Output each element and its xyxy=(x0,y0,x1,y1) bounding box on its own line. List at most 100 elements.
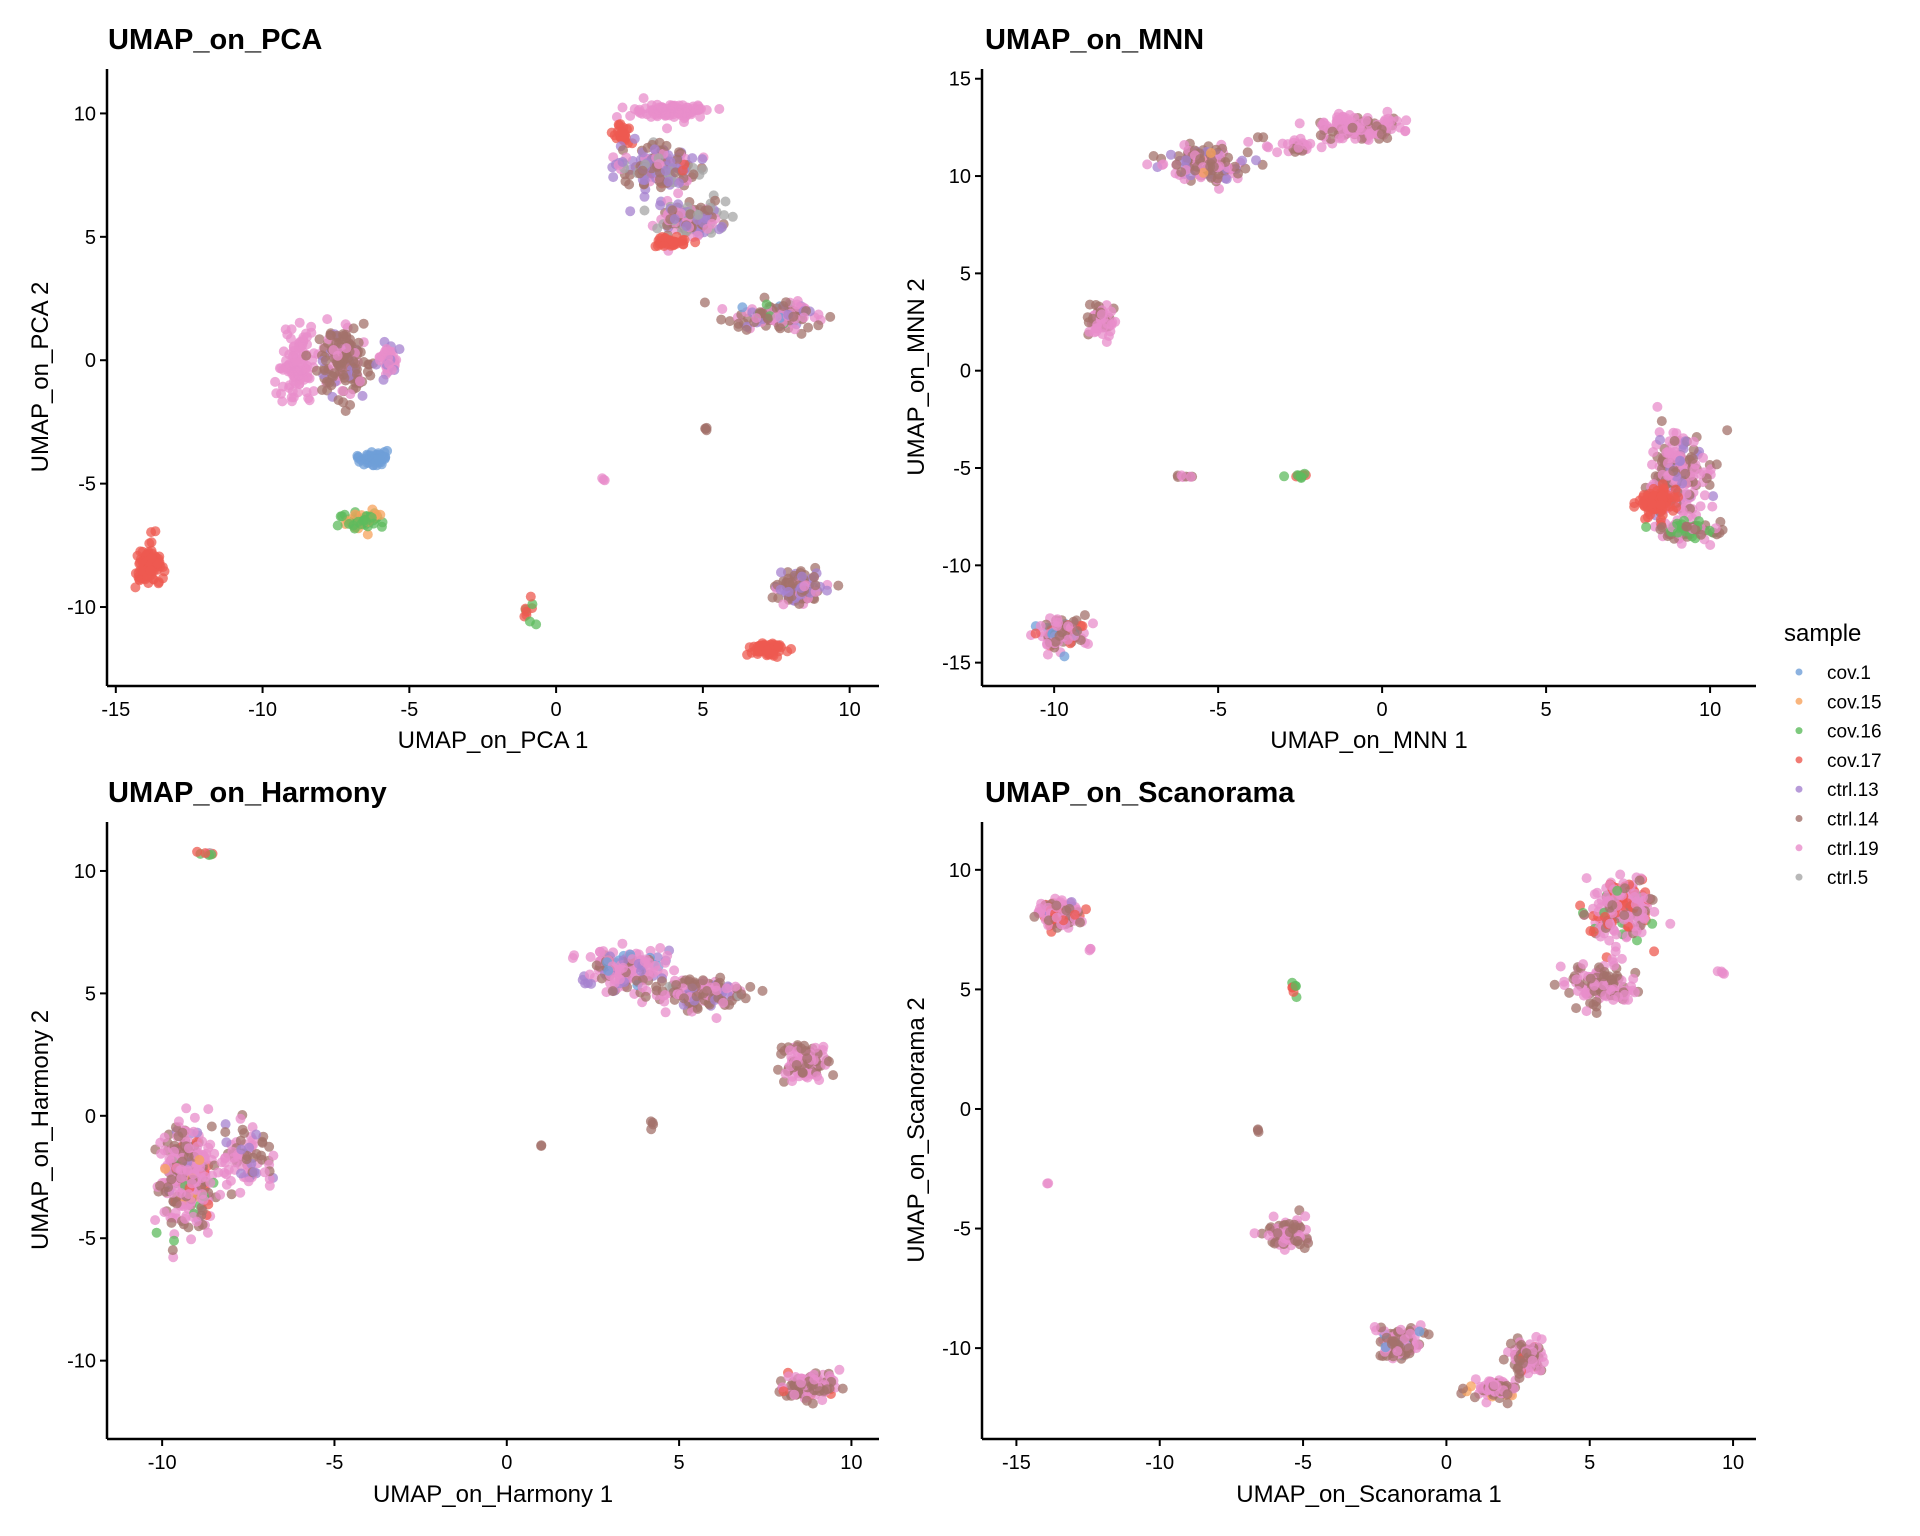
point-ctrl-19 xyxy=(220,1153,230,1164)
y-tick-label: -5 xyxy=(78,1228,96,1250)
point-cov-16 xyxy=(1672,527,1683,538)
point-cov-17 xyxy=(1081,904,1091,915)
point-ctrl-19 xyxy=(1605,918,1615,929)
point-cov-17 xyxy=(1588,926,1599,937)
point-ctrl-13 xyxy=(775,584,786,595)
point-ctrl-19 xyxy=(1413,1340,1424,1351)
point-ctrl-14 xyxy=(317,385,328,395)
point-ctrl-14 xyxy=(631,975,642,986)
point-cov-17 xyxy=(1629,501,1640,512)
point-ctrl-14 xyxy=(1682,521,1693,532)
legend-label: cov.17 xyxy=(1827,751,1882,772)
x-tick-label: 0 xyxy=(551,699,562,721)
y-tick-label: 15 xyxy=(949,69,971,91)
point-ctrl-13 xyxy=(236,1168,246,1179)
point-ctrl-19 xyxy=(213,1167,224,1178)
point-ctrl-14 xyxy=(1571,1003,1582,1014)
legend-item: cov.15 xyxy=(1795,692,1882,713)
point-cov-1 xyxy=(359,459,369,470)
point-ctrl-14 xyxy=(342,352,353,363)
point-ctrl-14 xyxy=(692,1003,703,1014)
point-ctrl-19 xyxy=(707,218,717,229)
y-tick-label: 0 xyxy=(85,1106,96,1128)
point-cov-17 xyxy=(1646,498,1657,509)
panel-umap-harmony: UMAP_on_Harmony UMAP_on_Harmony 1 UMAP_o… xyxy=(27,777,879,1508)
point-ctrl-14 xyxy=(1680,468,1691,479)
point-ctrl-14 xyxy=(1404,1343,1414,1354)
legend-title: sample xyxy=(1784,620,1861,647)
legend-marker xyxy=(1795,844,1803,852)
point-ctrl-19 xyxy=(1604,880,1615,890)
point-ctrl-19 xyxy=(1531,1331,1542,1342)
point-ctrl-14 xyxy=(716,314,727,325)
point-ctrl-19 xyxy=(1316,142,1327,153)
point-ctrl-14 xyxy=(828,1070,839,1081)
point-ctrl-13 xyxy=(681,221,692,232)
point-ctrl-19 xyxy=(1400,126,1411,137)
y-tick-label: -10 xyxy=(942,1338,971,1360)
point-ctrl-14 xyxy=(256,1150,267,1161)
point-ctrl-14 xyxy=(1075,917,1085,928)
point-cov-17 xyxy=(1649,946,1660,957)
point-ctrl-19 xyxy=(1401,115,1412,126)
panel-title: UMAP_on_PCA xyxy=(108,24,322,56)
point-cov-1 xyxy=(373,454,384,465)
point-ctrl-13 xyxy=(669,214,680,224)
point-ctrl-19 xyxy=(780,1068,791,1079)
point-ctrl-14 xyxy=(338,331,349,341)
x-axis-label: UMAP_on_PCA 1 xyxy=(398,727,589,754)
point-ctrl-14 xyxy=(155,1180,165,1191)
x-tick-label: 5 xyxy=(1584,1452,1595,1474)
point-ctrl-13 xyxy=(697,154,708,165)
point-ctrl-19 xyxy=(783,1371,794,1382)
point-ctrl-13 xyxy=(221,1137,232,1148)
point-ctrl-14 xyxy=(1054,630,1065,641)
point-ctrl-14 xyxy=(1176,167,1187,178)
point-ctrl-14 xyxy=(1229,161,1240,172)
point-ctrl-19 xyxy=(718,997,729,1008)
point-ctrl-19 xyxy=(1405,1328,1416,1339)
point-ctrl-14 xyxy=(741,324,752,335)
point-ctrl-14 xyxy=(1458,1383,1468,1394)
point-ctrl-14 xyxy=(701,986,712,996)
y-axis-label: UMAP_on_PCA 2 xyxy=(27,282,54,473)
point-ctrl-5 xyxy=(727,211,738,222)
point-ctrl-19 xyxy=(1581,873,1592,884)
point-ctrl-14 xyxy=(667,205,678,216)
point-ctrl-19 xyxy=(660,990,671,1000)
point-ctrl-13 xyxy=(687,153,698,164)
point-ctrl-19 xyxy=(298,374,309,385)
y-tick-label: 10 xyxy=(949,860,971,882)
point-cov-17 xyxy=(1643,506,1654,517)
point-ctrl-19 xyxy=(159,1132,170,1143)
x-tick-label: 10 xyxy=(839,699,861,721)
y-tick-label: -5 xyxy=(953,1219,971,1241)
point-ctrl-14 xyxy=(1514,1355,1525,1366)
point-cov-16 xyxy=(761,299,772,310)
point-ctrl-19 xyxy=(259,1167,270,1178)
point-ctrl-13 xyxy=(1251,155,1261,166)
point-ctrl-14 xyxy=(1258,132,1269,143)
point-ctrl-14 xyxy=(1585,973,1596,984)
point-ctrl-19 xyxy=(796,1377,806,1388)
point-ctrl-14 xyxy=(1072,626,1083,636)
point-ctrl-14 xyxy=(801,1395,812,1406)
point-ctrl-19 xyxy=(221,1169,232,1180)
point-ctrl-19 xyxy=(787,1076,798,1087)
point-ctrl-19 xyxy=(1043,1178,1054,1189)
point-cov-17 xyxy=(659,241,670,251)
point-ctrl-19 xyxy=(203,1104,214,1115)
point-cov-17 xyxy=(773,640,784,651)
point-ctrl-19 xyxy=(1589,889,1600,900)
point-ctrl-14 xyxy=(358,318,369,329)
point-ctrl-19 xyxy=(1555,961,1566,972)
point-ctrl-13 xyxy=(655,200,666,211)
point-ctrl-14 xyxy=(591,960,602,971)
point-ctrl-13 xyxy=(663,176,674,187)
x-axis-label: UMAP_on_Scanorama 1 xyxy=(1236,1481,1501,1508)
point-cov-16 xyxy=(527,599,538,610)
y-tick-label: 0 xyxy=(85,350,96,372)
y-tick-label: 10 xyxy=(949,166,971,188)
legend: sample cov.1 cov.15 cov.16 cov.17 ctrl.13 ctr… xyxy=(1784,620,1882,889)
point-ctrl-19 xyxy=(280,362,291,373)
